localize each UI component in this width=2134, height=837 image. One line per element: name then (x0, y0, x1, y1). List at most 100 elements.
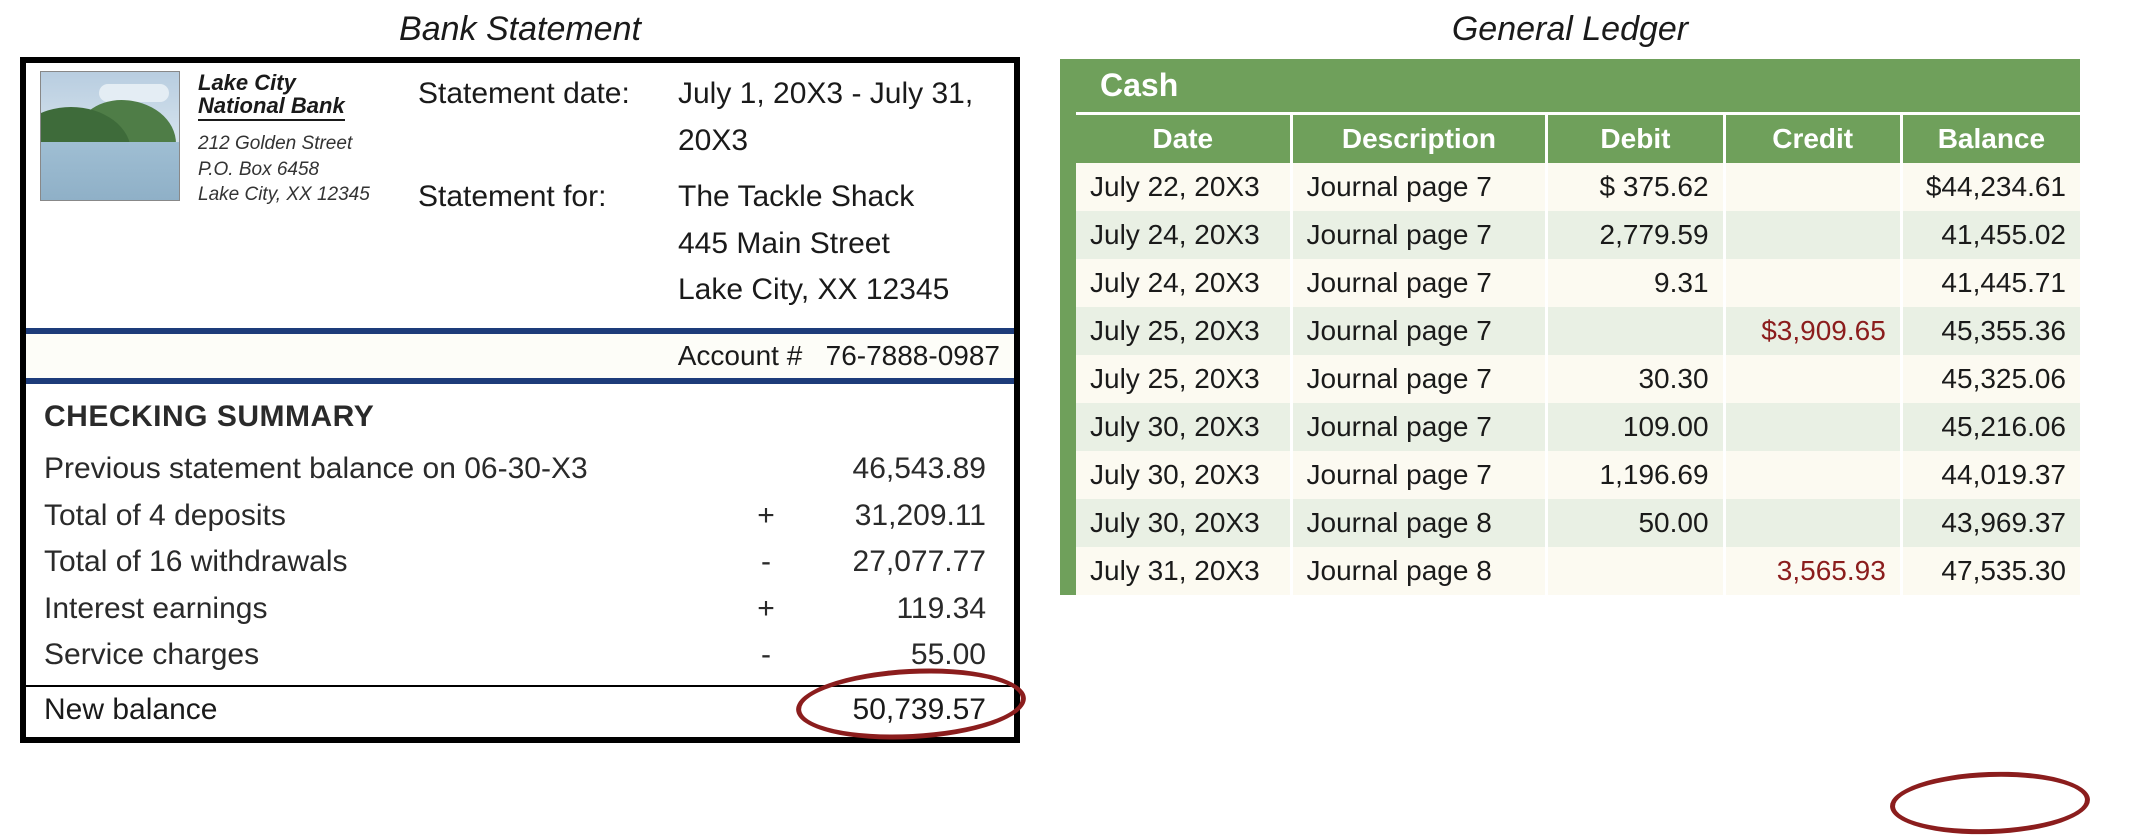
ledger-cell-date: July 30, 20X3 (1076, 499, 1293, 547)
statement-for-label: Statement for: (418, 174, 678, 314)
new-balance-row: New balance 50,739.57 (26, 685, 1014, 737)
ledger-cell-debit: 2,779.59 (1548, 211, 1725, 259)
account-number-label: Account # (678, 340, 803, 371)
ledger-cell-desc: Journal page 7 (1293, 451, 1549, 499)
ledger-cell-balance: 47,535.30 (1903, 547, 2080, 595)
ledger-cell-date: July 25, 20X3 (1076, 307, 1293, 355)
ledger-cell-desc: Journal page 7 (1293, 259, 1549, 307)
ledger-row: July 30, 20X3Journal page 850.00 43,969.3… (1076, 499, 2080, 547)
statement-for-line: 445 Main Street (678, 221, 1000, 268)
ledger-row: July 22, 20X3Journal page 7$ 375.62$44,2… (1076, 163, 2080, 211)
summary-line: Interest earnings+119.34 (44, 586, 996, 633)
new-balance-label: New balance (44, 693, 796, 727)
summary-line-label: Service charges (44, 632, 736, 679)
summary-line-label: Interest earnings (44, 586, 736, 633)
statement-for-line: Lake City, XX 12345 (678, 267, 1000, 314)
ledger-cell-desc: Journal page 7 (1293, 211, 1549, 259)
summary-line: Total of 4 deposits+31,209.11 (44, 493, 996, 540)
ledger-cell-credit (1726, 499, 1903, 547)
ledger-cell-debit (1548, 547, 1725, 595)
summary-line: Previous statement balance on 06-30-X346… (44, 446, 996, 493)
ledger-cell-date: July 30, 20X3 (1076, 451, 1293, 499)
summary-line-amount: 27,077.77 (796, 539, 996, 586)
ledger-header-row: Date Description Debit Credit Balance (1076, 115, 2080, 163)
ledger-cell-balance: 45,325.06 (1903, 355, 2080, 403)
ledger-cell-desc: Journal page 7 (1293, 403, 1549, 451)
statement-header: Lake City National Bank 212 Golden Stree… (26, 63, 1014, 328)
general-ledger-title: General Ledger (1060, 10, 2080, 49)
summary-line-label: Total of 4 deposits (44, 493, 736, 540)
summary-line-op: - (736, 632, 796, 679)
ledger-cell-credit: 3,565.93 (1726, 547, 1903, 595)
summary-line: Service charges-55.00 (44, 632, 996, 679)
ledger-col-date: Date (1076, 115, 1293, 163)
bank-logo-icon (40, 71, 180, 201)
statement-for-line: The Tackle Shack (678, 174, 1000, 221)
ledger-cell-balance: 41,455.02 (1903, 211, 2080, 259)
ledger-cell-date: July 25, 20X3 (1076, 355, 1293, 403)
ledger-cell-date: July 30, 20X3 (1076, 403, 1293, 451)
bank-address: 212 Golden Street P.O. Box 6458 Lake Cit… (198, 131, 418, 208)
checking-summary-heading: CHECKING SUMMARY (44, 394, 996, 441)
ledger-row: July 30, 20X3Journal page 71,196.6944,01… (1076, 451, 2080, 499)
ledger-cell-date: July 22, 20X3 (1076, 163, 1293, 211)
ledger-row: July 25, 20X3Journal page 730.3045,325.0… (1076, 355, 2080, 403)
account-number-value: 76-7888-0987 (826, 340, 1000, 371)
ledger-row: July 24, 20X3Journal page 79.31 41,445.71 (1076, 259, 2080, 307)
ledger-cell-desc: Journal page 8 (1293, 547, 1549, 595)
summary-line-amount: 31,209.11 (796, 493, 996, 540)
summary-line-amount: 55.00 (796, 632, 996, 679)
ledger-cell-desc: Journal page 7 (1293, 163, 1549, 211)
bank-addr-line: P.O. Box 6458 (198, 157, 418, 183)
ledger-cell-balance: 45,355.36 (1903, 307, 2080, 355)
ledger-cell-balance: 41,445.71 (1903, 259, 2080, 307)
summary-line-op: + (736, 493, 796, 540)
ledger-cell-debit: 50.00 (1548, 499, 1725, 547)
ledger-cell-credit (1726, 355, 1903, 403)
ledger-cell-balance: $44,234.61 (1903, 163, 2080, 211)
bank-name-line2: National Bank (198, 93, 345, 118)
ledger-cell-credit: $3,909.65 (1726, 307, 1903, 355)
summary-line-amount: 46,543.89 (796, 446, 996, 493)
ledger-col-credit: Credit (1726, 115, 1903, 163)
ledger-col-desc: Description (1293, 115, 1549, 163)
general-ledger-panel: General Ledger Cash Date Description Deb… (1060, 10, 2080, 822)
ledger-cell-credit (1726, 211, 1903, 259)
ledger-cell-credit (1726, 259, 1903, 307)
ledger-cell-balance: 43,969.37 (1903, 499, 2080, 547)
ledger-cell-credit (1726, 163, 1903, 211)
ledger-row: July 30, 20X3Journal page 7109.0045,216.… (1076, 403, 2080, 451)
bank-statement-title: Bank Statement (20, 10, 1020, 49)
bank-statement-panel: Bank Statement Lake City National Bank 2… (20, 10, 1020, 822)
ledger-cell-debit: 30.30 (1548, 355, 1725, 403)
ledger-cell-debit (1548, 307, 1725, 355)
ledger-cell-debit: 9.31 (1548, 259, 1725, 307)
bank-name-line1: Lake City (198, 70, 296, 95)
bank-info-block: Lake City National Bank 212 Golden Stree… (198, 71, 418, 314)
summary-line-op: - (736, 539, 796, 586)
bank-addr-line: 212 Golden Street (198, 131, 418, 157)
bank-addr-line: Lake City, XX 12345 (198, 182, 418, 208)
summary-line: Total of 16 withdrawals-27,077.77 (44, 539, 996, 586)
ledger-body: July 22, 20X3Journal page 7$ 375.62$44,2… (1076, 163, 2080, 595)
ledger-cell-date: July 24, 20X3 (1076, 259, 1293, 307)
ledger-cell-desc: Journal page 8 (1293, 499, 1549, 547)
statement-date-label: Statement date: (418, 71, 678, 164)
summary-line-op: + (736, 586, 796, 633)
ledger-cell-credit (1726, 451, 1903, 499)
ledger-col-debit: Debit (1548, 115, 1725, 163)
ledger-row: July 31, 20X3Journal page 83,565.9347,53… (1076, 547, 2080, 595)
ledger-cell-credit (1726, 403, 1903, 451)
ledger-row: July 24, 20X3Journal page 72,779.59 41,45… (1076, 211, 2080, 259)
ledger-account-name: Cash (1076, 59, 2080, 115)
new-balance-amount: 50,739.57 (796, 693, 996, 727)
checking-summary: CHECKING SUMMARY Previous statement bala… (26, 384, 1014, 685)
summary-line-amount: 119.34 (796, 586, 996, 633)
summary-line-label: Total of 16 withdrawals (44, 539, 736, 586)
ledger-cell-debit: 1,196.69 (1548, 451, 1725, 499)
ledger-cell-date: July 24, 20X3 (1076, 211, 1293, 259)
ledger-row: July 25, 20X3Journal page 7$3,909.6545,3… (1076, 307, 2080, 355)
highlight-circle-icon (1889, 769, 2091, 837)
statement-for-value: The Tackle Shack 445 Main Street Lake Ci… (678, 174, 1000, 314)
ledger-cell-balance: 45,216.06 (1903, 403, 2080, 451)
